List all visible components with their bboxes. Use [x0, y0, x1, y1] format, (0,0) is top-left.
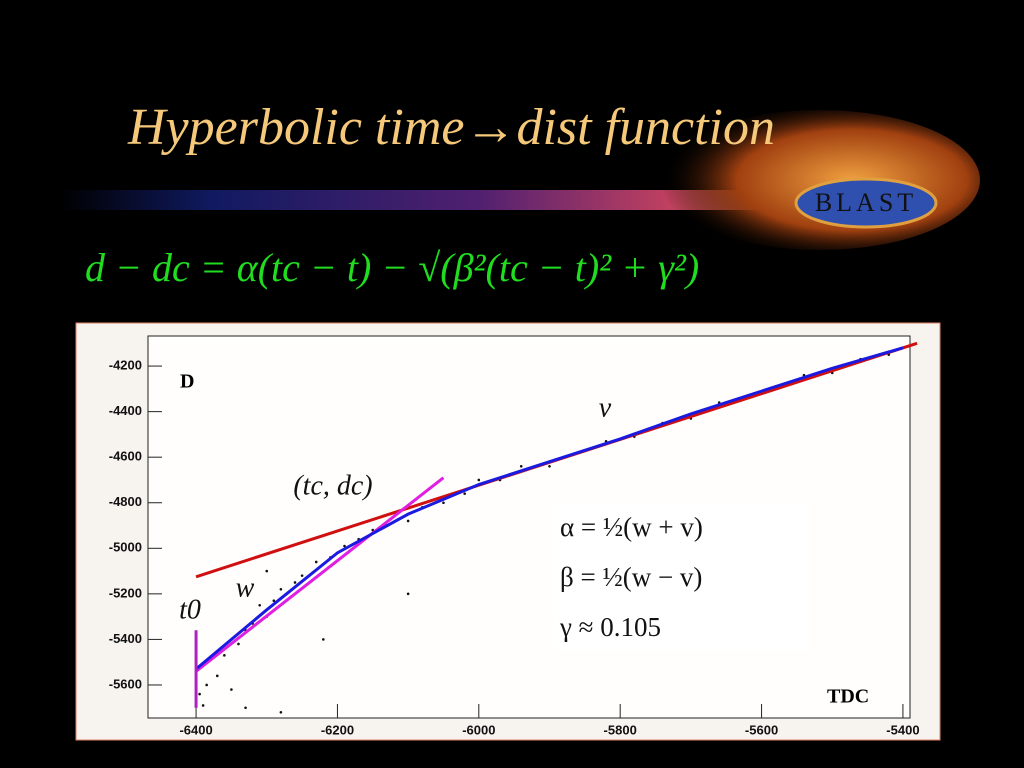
data-point	[322, 638, 325, 641]
y-tick-label: -4600	[109, 449, 142, 464]
data-point	[293, 581, 297, 584]
x-tick-label: -5800	[604, 722, 637, 737]
fit-line	[195, 476, 445, 673]
x-tick-label: -6400	[179, 722, 212, 737]
annotation: v	[599, 392, 612, 423]
data-point	[201, 704, 205, 707]
data-point	[205, 683, 208, 687]
x-tick-label: -6200	[321, 722, 354, 737]
y-tick-label: -4200	[109, 358, 142, 373]
annotation: w	[236, 572, 255, 603]
equation: γ ≈ 0.105	[559, 612, 661, 642]
y-tick-label: -5000	[109, 540, 142, 555]
data-point	[477, 478, 481, 482]
data-point	[406, 519, 410, 523]
y-tick-label: -5200	[109, 585, 142, 600]
logo-text: BLAST	[815, 188, 917, 217]
data-point	[463, 492, 466, 495]
data-point	[519, 464, 523, 468]
data-point	[272, 599, 276, 602]
header-streak	[60, 190, 820, 210]
data-point	[237, 642, 240, 646]
data-point	[343, 544, 346, 548]
data-point	[548, 464, 551, 468]
data-point	[230, 688, 233, 691]
annotation: (tc, dc)	[293, 470, 372, 501]
data-point	[223, 654, 226, 657]
x-axis-label: TDC	[827, 686, 869, 708]
data-point	[198, 692, 201, 696]
logo-badge	[794, 177, 938, 229]
data-point	[244, 706, 247, 710]
equation: β = ½(w − v)	[560, 562, 702, 592]
data-point	[279, 587, 283, 591]
y-tick-label: -5600	[109, 676, 142, 691]
y-tick-label: -5400	[109, 631, 142, 646]
data-point	[442, 501, 445, 505]
data-point	[258, 603, 261, 607]
equation-box	[553, 503, 808, 650]
y-axis-label: D	[180, 371, 194, 393]
formula: d − dc = α(tc − t) − √(β²(tc − t)² + γ²)	[85, 245, 699, 290]
data-point	[215, 674, 219, 678]
fit-line	[195, 346, 904, 671]
data-point	[314, 560, 318, 564]
data-point	[279, 711, 283, 714]
x-tick-label: -5400	[886, 722, 919, 737]
x-tick-label: -5600	[745, 722, 778, 737]
annotation: t0	[179, 594, 201, 625]
slide-title: Hyperbolic time→dist function	[127, 99, 775, 156]
y-tick-label: -4400	[109, 403, 142, 418]
data-point	[406, 592, 410, 596]
x-tick-label: -6000	[462, 722, 495, 737]
data-point	[265, 569, 269, 573]
y-tick-label: -4800	[109, 494, 142, 509]
data-point	[300, 574, 304, 577]
equation: α = ½(w + v)	[560, 512, 703, 542]
plot: -5600 -5400 -5200 -5000 -4800 -4600 -4400 -4200…	[109, 341, 920, 737]
